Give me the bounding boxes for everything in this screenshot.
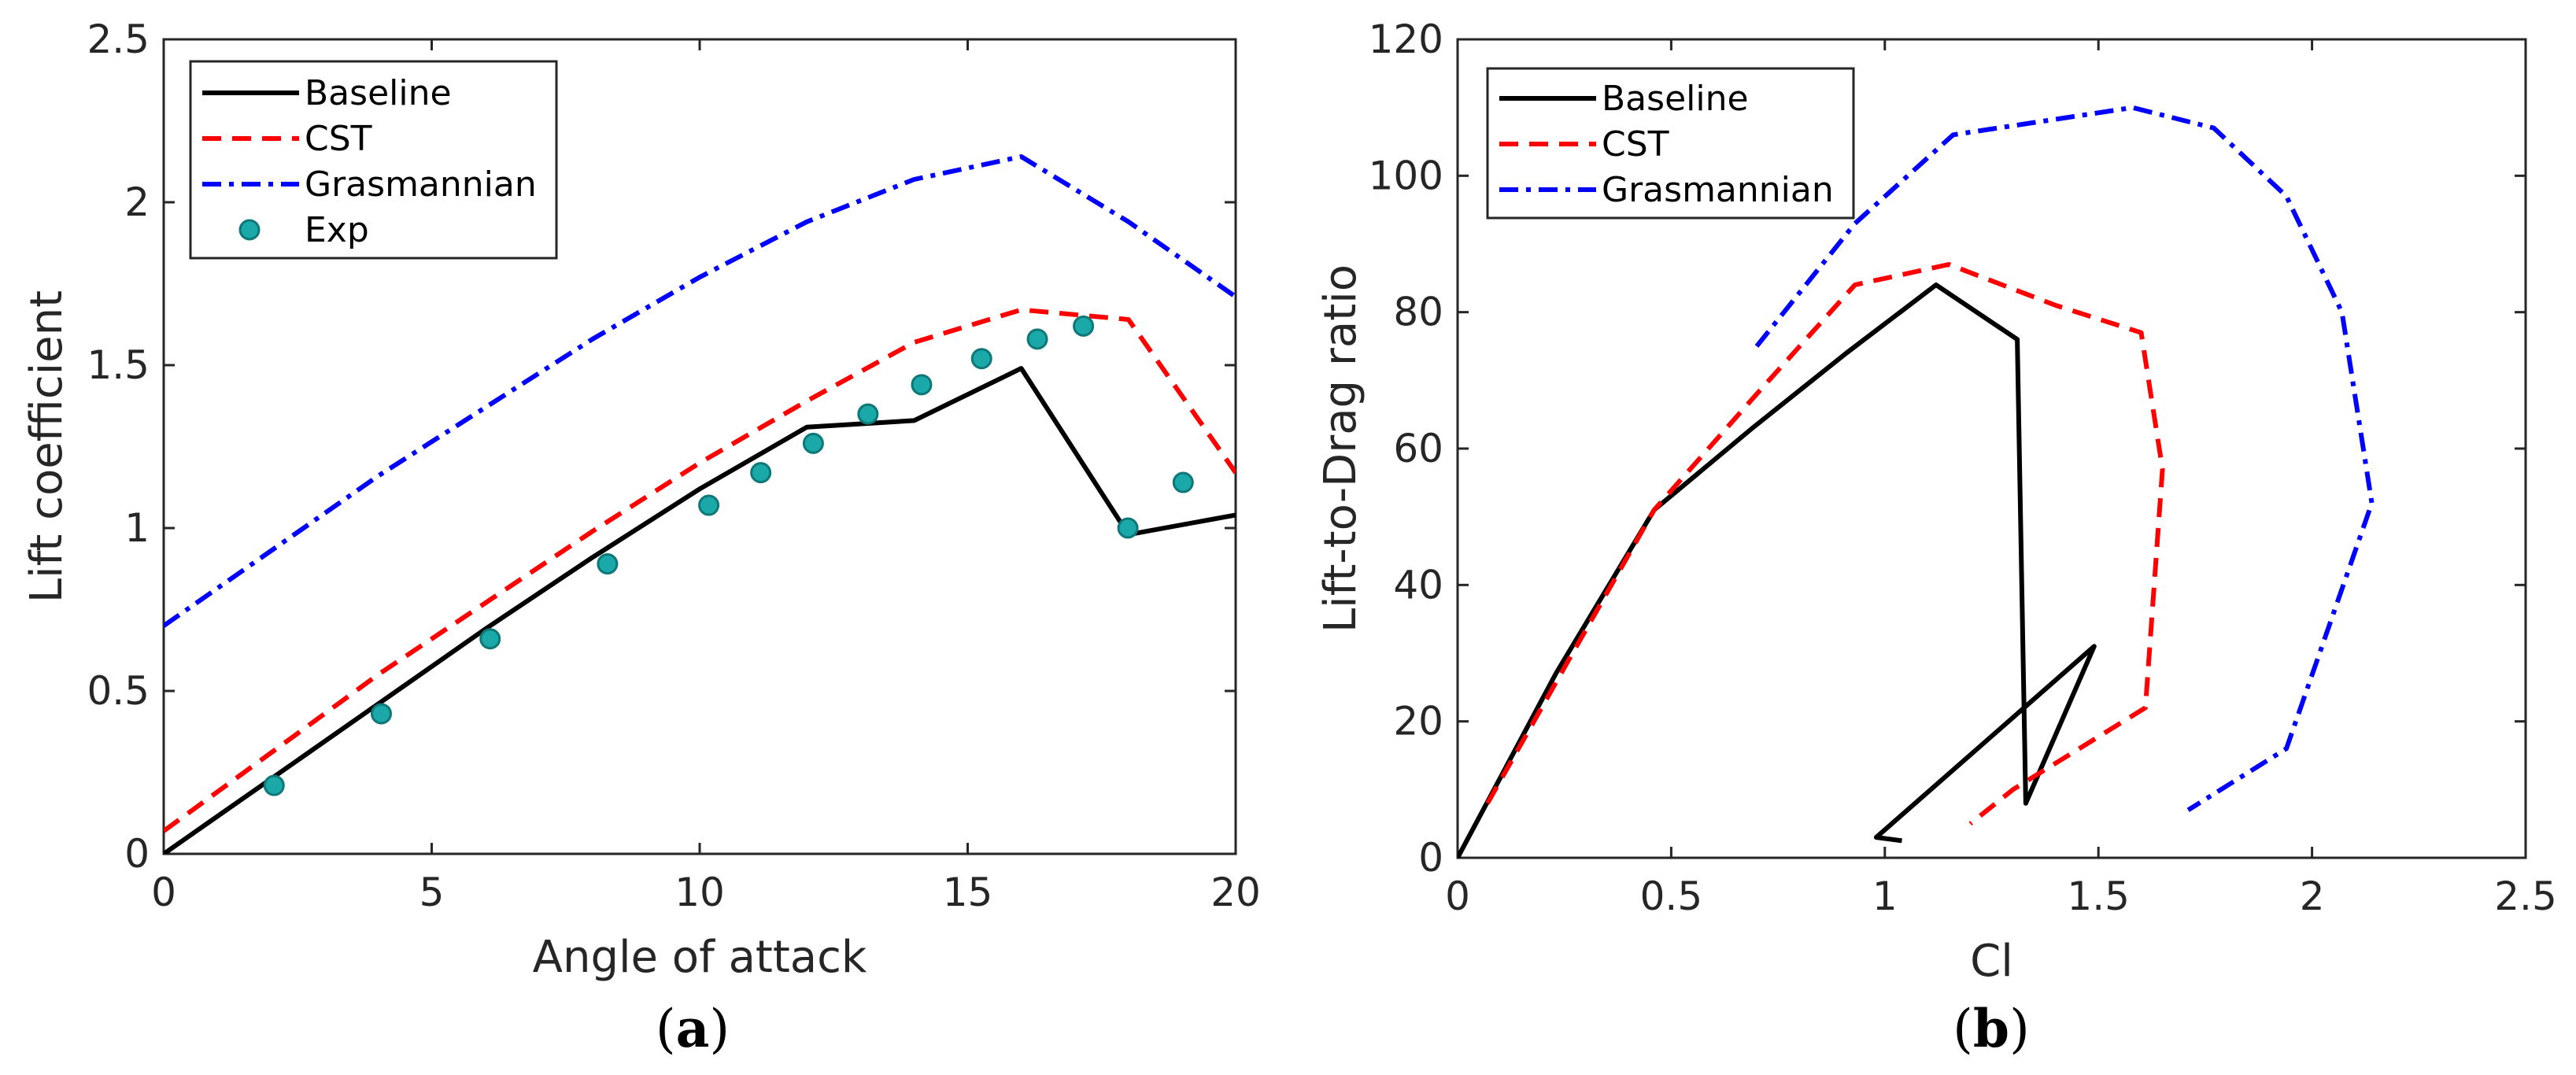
x-tick-label: 2 xyxy=(2300,874,2325,919)
exp-point xyxy=(597,553,619,575)
y-tick-label: 0 xyxy=(1418,835,1443,881)
legend-exp-label: Exp xyxy=(305,210,369,250)
exp-point xyxy=(802,432,824,454)
exp-point xyxy=(750,462,772,484)
y-tick-label: 100 xyxy=(1369,153,1443,198)
legend: Baseline CST Grasmannian Exp xyxy=(189,60,558,260)
x-tick-label: 2.5 xyxy=(2494,874,2557,919)
cst-line xyxy=(1485,262,2165,826)
y-tick-label: 80 xyxy=(1393,290,1443,335)
x-tick-label: 20 xyxy=(1210,870,1261,915)
panel-label-open: ( xyxy=(656,999,676,1059)
legend-cst-label: CST xyxy=(1602,124,1669,164)
panel-label: (a) xyxy=(656,998,730,1059)
legend-grasmannian-label: Grasmannian xyxy=(305,164,537,205)
series-group xyxy=(1458,105,2375,858)
legend-cst-label: CST xyxy=(305,119,372,159)
panel-a-chart: 0 5 10 15 20 0 0.5 1 1.5 2 2.5 Angle of attack Lift … xyxy=(21,17,1261,1059)
legend-exp-marker xyxy=(238,219,261,241)
x-tick-label: 0 xyxy=(1445,874,1470,919)
panel-label-letter: b xyxy=(1973,998,2009,1059)
legend: Baseline CST Grasmannian xyxy=(1486,67,1855,220)
legend-grasmannian-label: Grasmannian xyxy=(1602,170,1834,210)
x-axis-title: Angle of attack xyxy=(533,932,867,983)
x-tick-label: 0 xyxy=(151,870,176,915)
series-group xyxy=(164,154,1236,854)
exp-point xyxy=(479,628,501,650)
grasmannian-line xyxy=(1754,105,2375,812)
x-tick-label: 10 xyxy=(674,870,725,915)
x-tick-label: 1 xyxy=(1872,874,1898,919)
exp-point xyxy=(1117,517,1139,539)
x-tick-label: 0.5 xyxy=(1640,874,1703,919)
y-tick-label: 0.5 xyxy=(87,668,150,714)
legend-baseline-label: Baseline xyxy=(305,73,452,113)
exp-point xyxy=(970,348,992,370)
exp-point xyxy=(1073,315,1095,337)
panel-label-letter: a xyxy=(676,998,710,1059)
x-tick-label: 5 xyxy=(419,870,445,915)
grasmannian-line xyxy=(164,154,1236,628)
panel-label: (b) xyxy=(1953,998,2030,1059)
exp-point xyxy=(263,774,285,796)
y-tick-label: 2.5 xyxy=(87,17,150,62)
exp-point xyxy=(1026,328,1048,350)
y-tick-label: 2 xyxy=(124,179,150,225)
y-tick-label: 40 xyxy=(1393,562,1443,608)
exp-point xyxy=(698,494,720,516)
panel-label-close: ) xyxy=(709,999,730,1059)
x-axis-title: Cl xyxy=(1970,936,2013,987)
y-tick-label: 1.5 xyxy=(87,342,150,388)
y-tick-label: 0 xyxy=(124,831,150,877)
panel-label-close: ) xyxy=(2009,999,2030,1059)
y-tick-label: 120 xyxy=(1369,17,1443,62)
y-tick-label: 1 xyxy=(124,505,150,551)
x-tick-label: 1.5 xyxy=(2067,874,2130,919)
y-axis-title: Lift-to-Drag ratio xyxy=(1315,264,1366,633)
legend-baseline-label: Baseline xyxy=(1602,79,1749,119)
exp-point xyxy=(857,403,879,425)
y-tick-label: 60 xyxy=(1393,426,1443,471)
x-tick-label: 15 xyxy=(943,870,993,915)
y-tick-label: 20 xyxy=(1393,699,1443,744)
baseline-line xyxy=(164,366,1236,854)
panel-label-open: ( xyxy=(1953,999,1973,1059)
exp-point xyxy=(911,374,933,396)
legend-box xyxy=(1486,67,1855,220)
y-axis-title: Lift coefficient xyxy=(21,290,72,603)
exp-point xyxy=(370,703,392,725)
cst-line xyxy=(164,307,1236,833)
exp-point xyxy=(1172,471,1194,493)
panel-b-chart: 0 0.5 1 1.5 2 2.5 0 20 40 60 80 100 120 Cl Lift-to-Dra… xyxy=(1315,17,2557,1059)
